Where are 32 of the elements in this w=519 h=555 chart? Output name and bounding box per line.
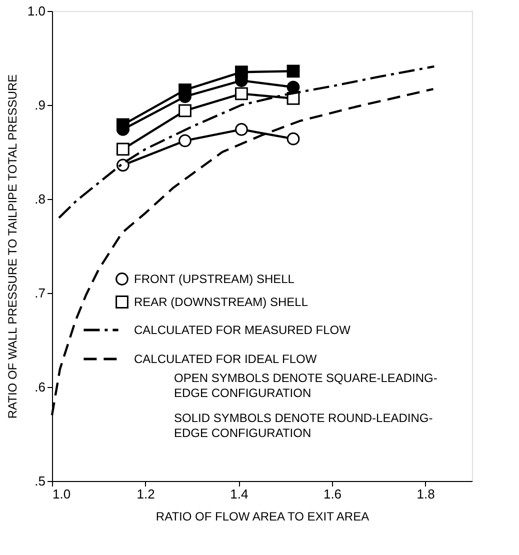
legend-label: CALCULATED FOR IDEAL FLOW (134, 352, 318, 366)
point (286, 64, 300, 78)
point (116, 142, 130, 156)
x-tick-label: 1.8 (416, 486, 435, 502)
y-tick-label: 1.0 (27, 4, 46, 18)
point (235, 66, 248, 79)
y-tick-label: .6 (34, 380, 46, 394)
point (116, 118, 130, 132)
y-tick-label: .9 (34, 98, 46, 112)
y-tick-label: .7 (34, 286, 46, 300)
point (178, 134, 192, 148)
y-tick-label: .8 (34, 192, 46, 206)
legend-label: REAR (DOWNSTREAM) SHELL (134, 295, 308, 309)
point (178, 104, 192, 118)
point (178, 84, 192, 96)
annotation: SOLID SYMBOLS DENOTE ROUND-LEADING- EDGE CONFIGURATION (174, 411, 433, 440)
line-series (58, 65, 436, 219)
x-tick-label: 1.0 (52, 486, 71, 502)
x-tick-label: 1.6 (323, 486, 342, 502)
legend-label: FRONT (UPSTREAM) SHELL (134, 272, 295, 286)
point (286, 80, 300, 94)
x-axis-title: RATIO OF FLOW AREA TO EXIT AREA (156, 510, 370, 524)
point (235, 123, 248, 136)
annotation: OPEN SYMBOLS DENOTE SQUARE-LEADING- EDGE CONFIGURATION (174, 371, 438, 400)
point (286, 132, 300, 146)
point (116, 158, 130, 172)
y-axis-title: RATIO OF WALL PRESSURE TO TAILPIPE TOTAL PRESSURE (5, 74, 20, 419)
x-tick-label: 1.4 (230, 486, 248, 502)
legend-label: CALCULATED FOR MEASURED FLOW (134, 323, 352, 337)
point (235, 87, 248, 100)
y-tick-label: .5 (34, 474, 46, 488)
x-tick-label: 1.2 (136, 486, 155, 502)
